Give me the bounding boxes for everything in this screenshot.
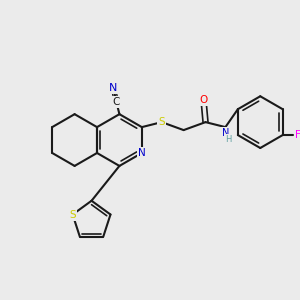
Text: C: C — [113, 97, 120, 107]
Text: H: H — [225, 135, 232, 144]
Text: N: N — [138, 148, 146, 158]
Text: S: S — [69, 209, 76, 220]
Text: F: F — [295, 130, 300, 140]
Text: N: N — [109, 83, 118, 93]
Text: N: N — [222, 128, 229, 138]
Text: S: S — [158, 117, 165, 127]
Text: O: O — [200, 95, 208, 105]
